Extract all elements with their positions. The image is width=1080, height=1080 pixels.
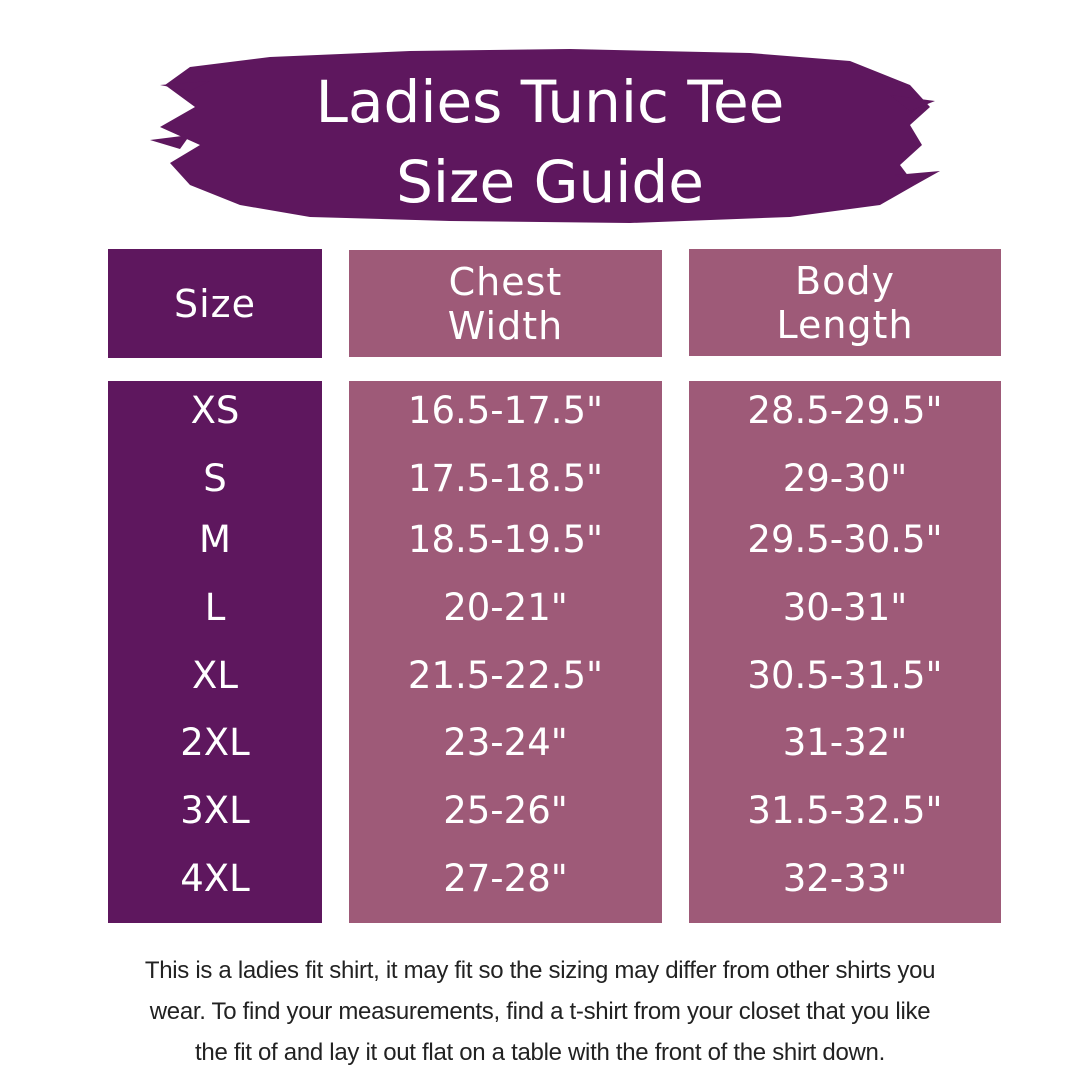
body-cell: 28.5-29.5"	[747, 389, 943, 432]
chest-cell: 16.5-17.5"	[407, 389, 604, 432]
chest-cell: 25-26"	[443, 789, 568, 832]
size-cell: 4XL	[180, 857, 250, 900]
body-cell: 31-32"	[782, 721, 908, 764]
body-cell: 30.5-31.5"	[747, 654, 943, 697]
size-cell: L	[204, 586, 226, 629]
chest-cell: 23-24"	[443, 721, 568, 764]
chest-width-column: 16.5-17.5" 17.5-18.5" 18.5-19.5" 20-21" 21.5…	[349, 381, 662, 923]
chest-cell: 17.5-18.5"	[407, 457, 604, 500]
footer-line-2: wear. To find your measurements, find a …	[149, 998, 931, 1025]
body-cell: 31.5-32.5"	[747, 789, 943, 832]
chest-width-header: Chest Width	[349, 250, 662, 357]
footer-note: This is a ladies fit shirt, it may fit s…	[60, 950, 1020, 1073]
title-line-2: Size Guide	[396, 148, 704, 216]
body-length-header: Body Length	[689, 249, 1001, 356]
body-cell: 29-30"	[782, 457, 908, 500]
size-cell: S	[203, 457, 227, 500]
size-column: XS S M L XL 2XL 3XL 4XL	[108, 381, 322, 923]
size-cell: XL	[192, 654, 238, 697]
footer-line-3: the fit of and lay it out flat on a tabl…	[195, 1039, 885, 1066]
size-cell: XS	[190, 389, 240, 432]
size-cell: 2XL	[180, 721, 250, 764]
body-cell: 30-31"	[782, 586, 908, 629]
size-header: Size	[108, 249, 322, 358]
size-cell: 3XL	[180, 789, 250, 832]
body-length-column: 28.5-29.5" 29-30" 29.5-30.5" 30-31" 30.5-31.…	[689, 381, 1001, 923]
chest-cell: 27-28"	[443, 857, 568, 900]
chest-cell: 20-21"	[443, 586, 568, 629]
chest-cell: 18.5-19.5"	[407, 518, 604, 561]
body-cell: 29.5-30.5"	[747, 518, 943, 561]
body-cell: 32-33"	[782, 857, 908, 900]
brush-stroke-banner	[150, 49, 940, 223]
size-cell: M	[199, 518, 231, 561]
chest-cell: 21.5-22.5"	[407, 654, 604, 697]
title-line-1: Ladies Tunic Tee	[315, 68, 785, 136]
footer-line-1: This is a ladies fit shirt, it may fit s…	[144, 957, 936, 984]
